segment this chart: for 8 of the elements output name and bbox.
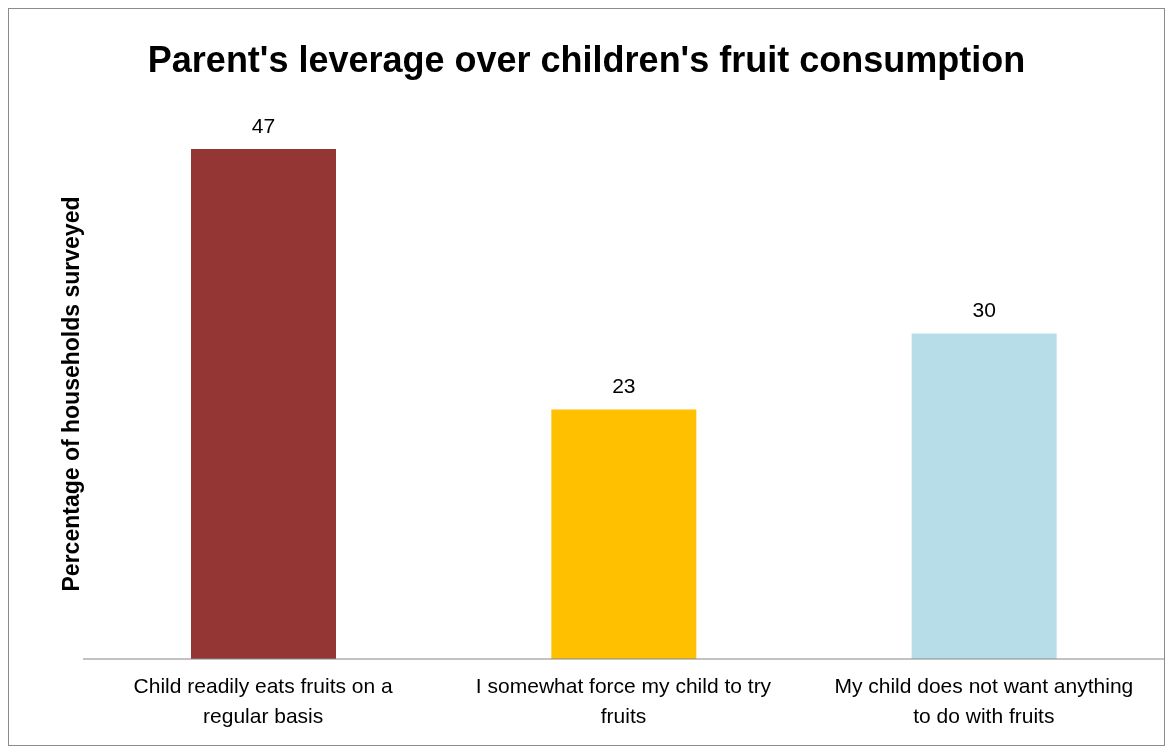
x-tick-label: Child readily eats fruits on a regular basis <box>133 674 394 727</box>
x-tick-label: I somewhat force my child to try fruits <box>475 674 772 727</box>
chart-title: Parent's leverage over children's fruit consumption <box>146 39 1027 81</box>
x-tick-label: My child does not want anything to do with fruits <box>834 674 1134 727</box>
data-label: 23 <box>612 374 636 398</box>
data-label: 30 <box>972 298 996 322</box>
y-axis-title: Percentage of households surveyed <box>57 196 85 592</box>
data-label: 47 <box>251 114 276 137</box>
